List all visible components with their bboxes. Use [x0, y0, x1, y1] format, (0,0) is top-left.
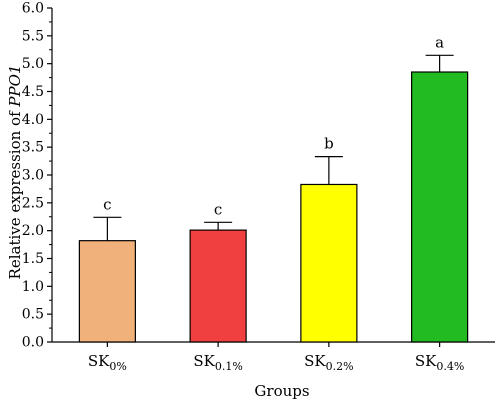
y-tick-label: 5.0 — [22, 56, 44, 72]
y-tick-label: 2.5 — [22, 195, 44, 211]
significance-label: c — [103, 195, 111, 213]
bar — [300, 183, 358, 343]
y-tick-label: 4.5 — [22, 84, 44, 100]
significance-label: c — [214, 200, 222, 218]
y-tick-label: 1.5 — [22, 251, 44, 267]
y-tick-label: 3.5 — [22, 140, 44, 156]
y-tick-label: 3.0 — [22, 168, 44, 184]
bar — [189, 229, 247, 343]
x-tick-label: SK0.1% — [193, 352, 242, 373]
x-tick-label: SK0.4% — [415, 352, 464, 373]
y-tick-label: 0.5 — [22, 307, 44, 323]
significance-label: b — [324, 135, 334, 153]
bars-group: c SK0% c SK0.1% b SK0.2% a SK0.4% — [78, 33, 469, 373]
x-tick-label: SK0% — [88, 352, 127, 373]
y-tick-label: 0.0 — [22, 335, 44, 351]
x-axis-title: Groups — [254, 382, 309, 400]
y-tick-label: 5.5 — [22, 28, 44, 44]
y-tick-label: 6.0 — [22, 1, 44, 17]
bar — [78, 240, 136, 343]
y-tick-label: 1.0 — [22, 279, 44, 295]
significance-label: a — [435, 33, 444, 51]
y-tick-label: 4.0 — [22, 112, 44, 128]
y-axis-title: Relative expression of PPO1 — [6, 65, 24, 280]
y-tick-label: 2.0 — [22, 223, 44, 239]
x-tick-label: SK0.2% — [304, 352, 353, 373]
bar — [411, 71, 469, 343]
y-axis: 0.0 0.5 1.0 1.5 2.0 2.5 3.0 3.5 4.0 4.5 5.0 5.5 6.0 — [22, 1, 53, 351]
